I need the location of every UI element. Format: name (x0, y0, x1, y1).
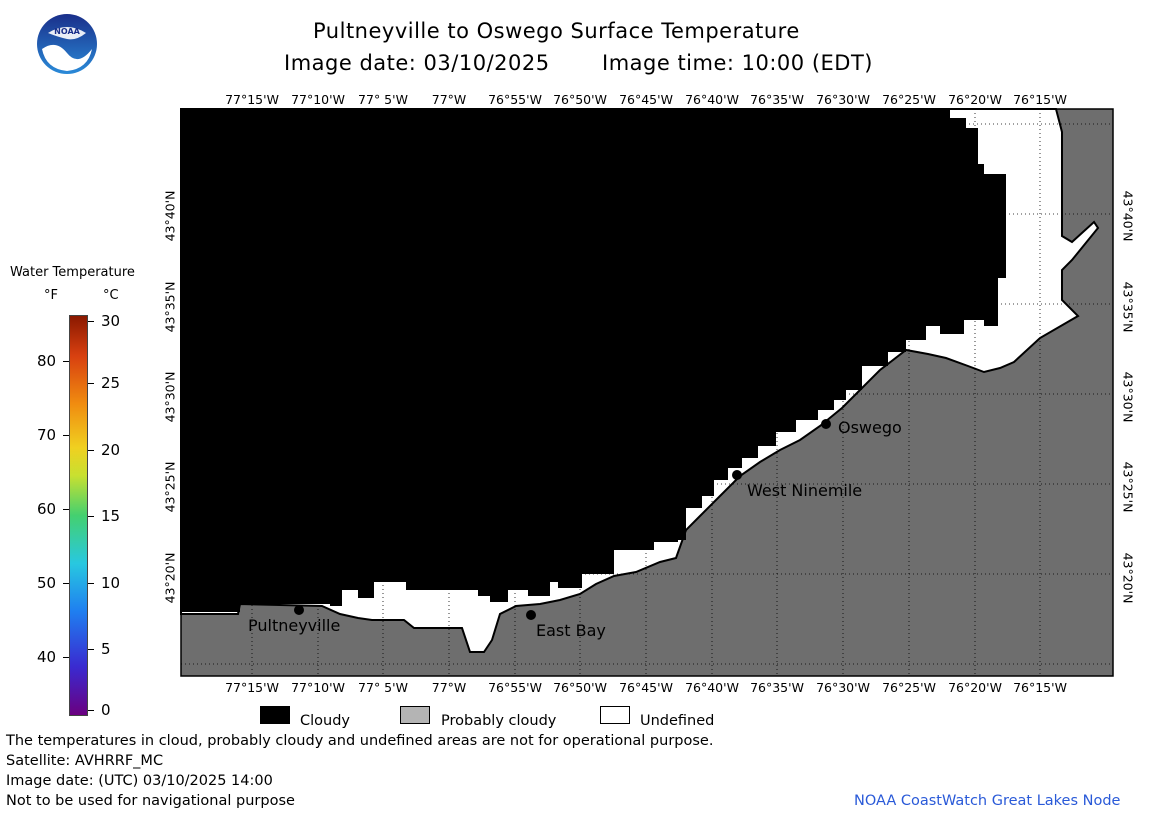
colorbar-tick-mark (88, 450, 94, 451)
latitude-label-left: 43°20'N (162, 552, 178, 604)
longitude-label-top: 76°55'W (488, 92, 542, 107)
latitude-label-left: 43°35'N (162, 281, 178, 333)
pultneyville-marker (294, 605, 304, 615)
colorbar-tick-c: 20 (101, 441, 121, 459)
colorbar-tick-mark (63, 361, 69, 362)
colorbar-tick-f: 50 (37, 574, 57, 592)
noaa-logo-text: NOAA (54, 27, 80, 36)
legend-swatch-undefined (600, 706, 630, 724)
latitude-label-right: 43°20'N (1120, 552, 1136, 604)
colorbar-tick-mark (88, 583, 94, 584)
colorbar-title: Water Temperature (10, 265, 135, 280)
latitude-label-right: 43°40'N (1120, 190, 1136, 242)
east-bay-label: East Bay (536, 621, 606, 640)
latitude-label-left: 43°30'N (162, 371, 178, 423)
colorbar-unit-c: °C (103, 288, 119, 303)
longitude-label-bottom: 76°25'W (882, 680, 936, 695)
colorbar-tick-mark (88, 516, 94, 517)
longitude-label-top: 77° 5'W (358, 92, 408, 107)
longitude-label-bottom: 77°15'W (225, 680, 279, 695)
longitude-label-bottom: 76°20'W (948, 680, 1002, 695)
colorbar-tick-c: 0 (101, 701, 111, 719)
colorbar-tick-f: 80 (37, 352, 57, 370)
east-bay-marker (526, 610, 536, 620)
satellite-text: Satellite: AVHRRF_MC (6, 753, 164, 769)
longitude-label-bottom: 76°55'W (488, 680, 542, 695)
map-border (180, 108, 1114, 677)
disclaimer-text: The temperatures in cloud, probably clou… (6, 733, 714, 749)
colorbar-tick-mark (63, 509, 69, 510)
longitude-label-top: 76°25'W (882, 92, 936, 107)
longitude-label-top: 76°50'W (553, 92, 607, 107)
longitude-label-top: 76°35'W (750, 92, 804, 107)
latitude-label-right: 43°25'N (1120, 461, 1136, 513)
colorbar-tick-c: 30 (101, 312, 121, 330)
longitude-label-bottom: 76°15'W (1013, 680, 1067, 695)
colorbar-tick-f: 60 (37, 500, 57, 518)
colorbar-tick-f: 40 (37, 648, 57, 666)
west-ninemile-label: West Ninemile (747, 481, 863, 500)
colorbar-tick-mark (88, 710, 94, 711)
longitude-label-bottom: 77°10'W (291, 680, 345, 695)
latitude-label-right: 43°35'N (1120, 281, 1136, 333)
pultneyville-label: Pultneyville (248, 616, 341, 635)
longitude-label-bottom: 76°45'W (619, 680, 673, 695)
image-time: Image time: 10:00 (EDT) (602, 51, 873, 75)
credit-text: NOAA CoastWatch Great Lakes Node (854, 793, 1121, 809)
longitude-label-top: 76°30'W (816, 92, 870, 107)
map-title: Pultneyville to Oswego Surface Temperatu… (313, 19, 800, 43)
cloudy-area (181, 109, 1006, 612)
colorbar-tick-c: 5 (101, 640, 111, 658)
temperature-colorbar (69, 315, 88, 716)
colorbar-tick-f: 70 (37, 426, 57, 444)
longitude-label-top: 76°20'W (948, 92, 1002, 107)
legend-label-probably-cloudy: Probably cloudy (441, 713, 557, 729)
colorbar-tick-c: 15 (101, 507, 121, 525)
longitude-label-top: 76°40'W (685, 92, 739, 107)
longitude-label-top: 77°10'W (291, 92, 345, 107)
colorbar-tick-mark (88, 383, 94, 384)
navigation-warning: Not to be used for navigational purpose (6, 793, 295, 809)
latitude-label-left: 43°40'N (162, 190, 178, 242)
latitude-label-right: 43°30'N (1120, 371, 1136, 423)
colorbar-tick-mark (63, 657, 69, 658)
longitude-label-top: 76°15'W (1013, 92, 1067, 107)
colorbar-unit-f: °F (44, 288, 58, 303)
colorbar-tick-mark (88, 321, 94, 322)
longitude-label-top: 77°15'W (225, 92, 279, 107)
longitude-label-bottom: 77°W (431, 680, 467, 695)
colorbar-tick-mark (88, 649, 94, 650)
longitude-label-top: 77°W (431, 92, 467, 107)
colorbar-tick-mark (63, 435, 69, 436)
colorbar-tick-c: 10 (101, 574, 121, 592)
latitude-label-left: 43°25'N (162, 461, 178, 513)
colorbar-tick-mark (63, 583, 69, 584)
utc-date-text: Image date: (UTC) 03/10/2025 14:00 (6, 773, 273, 789)
oswego-marker (821, 419, 831, 429)
colorbar-tick-c: 25 (101, 374, 121, 392)
legend-label-undefined: Undefined (640, 713, 715, 729)
oswego-label: Oswego (838, 418, 902, 437)
west-ninemile-marker (732, 470, 742, 480)
legend-swatch-probably-cloudy (400, 706, 430, 724)
noaa-logo: NOAA (37, 14, 97, 74)
longitude-label-bottom: 77° 5'W (358, 680, 408, 695)
image-date: Image date: 03/10/2025 (284, 51, 550, 75)
longitude-label-bottom: 76°50'W (553, 680, 607, 695)
graticule (181, 109, 1113, 676)
longitude-label-bottom: 76°30'W (816, 680, 870, 695)
legend-swatch-cloudy (260, 706, 290, 724)
longitude-label-bottom: 76°40'W (685, 680, 739, 695)
longitude-label-bottom: 76°35'W (750, 680, 804, 695)
legend-label-cloudy: Cloudy (300, 713, 350, 729)
longitude-label-top: 76°45'W (619, 92, 673, 107)
